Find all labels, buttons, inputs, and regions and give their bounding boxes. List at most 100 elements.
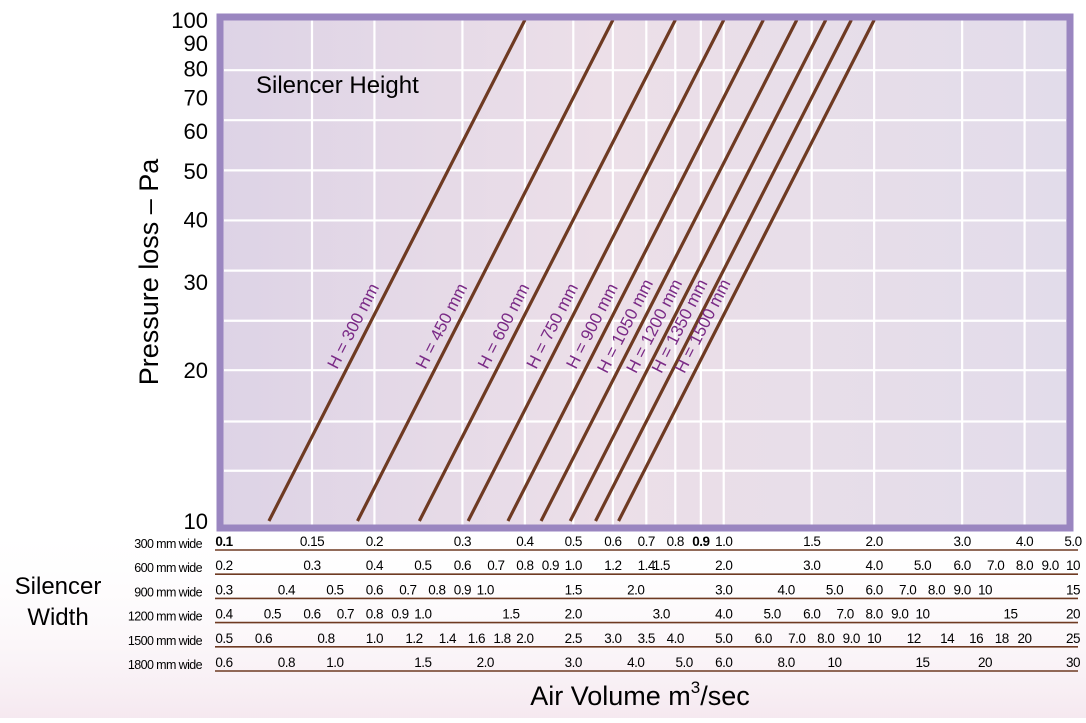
width-tick-label: 1.5 xyxy=(653,558,670,573)
y-tick-label: 20 xyxy=(184,358,208,383)
width-tick-label: 1.2 xyxy=(604,558,621,573)
width-tick-label: 0.9 xyxy=(542,558,559,573)
width-tick-label: 5.0 xyxy=(676,655,693,670)
width-scale-label: 1200 mm wide xyxy=(128,610,203,624)
width-tick-label: 2.0 xyxy=(866,534,883,549)
width-tick-label: 5.0 xyxy=(764,607,781,622)
width-tick-label: 0.5 xyxy=(414,558,431,573)
width-tick-label: 14 xyxy=(940,631,955,646)
width-tick-label: 0.2 xyxy=(366,534,383,549)
width-tick-label: 0.6 xyxy=(255,631,272,646)
width-tick-label: 2.0 xyxy=(516,631,533,646)
width-tick-label: 0.3 xyxy=(303,558,320,573)
width-tick-label: 3.0 xyxy=(565,655,582,670)
width-tick-label: 0.3 xyxy=(454,534,471,549)
width-tick-label: 0.8 xyxy=(278,655,295,670)
width-tick-label: 10 xyxy=(828,655,842,670)
width-tick-label: 1.4 xyxy=(638,558,656,573)
width-tick-label: 1.0 xyxy=(715,534,732,549)
width-tick-label: 0.8 xyxy=(366,607,383,622)
width-tick-label: 0.9 xyxy=(454,582,471,597)
width-tick-label: 3.5 xyxy=(638,631,655,646)
height-line xyxy=(568,20,828,522)
width-tick-label: 0.8 xyxy=(317,631,334,646)
width-tick-label: 6.0 xyxy=(953,558,970,573)
width-tick-label: 8.0 xyxy=(866,607,883,622)
width-tick-label: 3.0 xyxy=(653,607,670,622)
width-tick-label: 1.4 xyxy=(439,631,457,646)
silencer-width-scales: 300 mm wide 0.1 0.15 0.2 0.3 0.4 0.5 0.6 0.7 0.8 0… xyxy=(128,534,1082,672)
width-tick-label: 7.0 xyxy=(899,582,916,597)
width-tick-label: 5.0 xyxy=(914,558,931,573)
width-tick-label: 9.0 xyxy=(1041,558,1058,573)
width-tick-label: 1.0 xyxy=(366,631,383,646)
width-tick-label: 0.5 xyxy=(264,607,281,622)
width-tick-label: 1.0 xyxy=(414,607,431,622)
width-tick-label: 0.7 xyxy=(399,582,416,597)
width-tick-label: 0.15 xyxy=(300,534,324,549)
y-tick-label: 40 xyxy=(184,207,208,232)
width-tick-label: 0.2 xyxy=(215,558,232,573)
y-tick-label: 30 xyxy=(184,270,208,295)
width-tick-label: 6.0 xyxy=(803,607,820,622)
plot-frame xyxy=(216,13,1074,532)
width-tick-label: 6.0 xyxy=(715,655,732,670)
width-tick-label: 6.0 xyxy=(866,582,883,597)
width-tick-label: 1.0 xyxy=(565,558,582,573)
width-tick-label: 1.0 xyxy=(477,582,494,597)
width-tick-label: 4.0 xyxy=(627,655,644,670)
y-tick-label: 80 xyxy=(184,57,208,82)
width-tick-label: 0.3 xyxy=(215,582,232,597)
plot-background xyxy=(220,17,1070,528)
width-tick-label: 2.0 xyxy=(477,655,494,670)
width-scale-label: 300 mm wide xyxy=(134,537,202,551)
width-tick-label: 3.0 xyxy=(604,631,621,646)
width-tick-label: 4.0 xyxy=(778,582,795,597)
width-tick-label: 4.0 xyxy=(866,558,883,573)
width-tick-label: 9.0 xyxy=(953,582,970,597)
width-tick-label: 0.1 xyxy=(215,534,233,549)
width-tick-label: 15 xyxy=(1066,582,1080,597)
width-tick-label: 12 xyxy=(907,631,921,646)
width-tick-label: 0.5 xyxy=(565,534,582,549)
width-tick-label: 0.5 xyxy=(326,582,343,597)
width-tick-label: 7.0 xyxy=(837,607,854,622)
width-tick-label: 10 xyxy=(916,607,930,622)
width-tick-label: 8.0 xyxy=(928,582,945,597)
width-tick-label: 1.5 xyxy=(414,655,431,670)
width-tick-label: 0.7 xyxy=(487,558,504,573)
width-tick-label: 0.6 xyxy=(215,655,232,670)
width-tick-label: 1.2 xyxy=(405,631,422,646)
width-tick-label: 10 xyxy=(978,582,992,597)
height-lines xyxy=(267,20,876,522)
width-tick-label: 2.0 xyxy=(565,607,582,622)
width-tick-label: 0.4 xyxy=(516,534,534,549)
width-scale-label: 900 mm wide xyxy=(134,585,202,599)
height-line xyxy=(539,20,799,522)
width-tick-label: 20 xyxy=(978,655,992,670)
width-tick-label: 6.0 xyxy=(755,631,772,646)
height-line xyxy=(356,20,615,522)
height-line xyxy=(617,20,876,522)
y-tick-label: 50 xyxy=(184,159,208,184)
height-line xyxy=(506,20,765,522)
grid-lines xyxy=(224,20,1066,525)
bottom-backdrop xyxy=(0,520,1086,718)
width-tick-label: 1.0 xyxy=(326,655,343,670)
width-tick-label: 1.5 xyxy=(803,534,820,549)
width-scale-label: 1800 mm wide xyxy=(128,658,203,672)
x-axis-label-main: Air Volume m xyxy=(530,681,691,711)
width-tick-label: 16 xyxy=(969,631,983,646)
width-tick-label: 0.4 xyxy=(215,607,233,622)
width-tick-label: 4.0 xyxy=(667,631,684,646)
width-tick-label: 0.7 xyxy=(638,534,655,549)
width-tick-label: 3.0 xyxy=(803,558,820,573)
y-tick-label: 90 xyxy=(184,31,208,56)
width-tick-label: 30 xyxy=(1066,655,1080,670)
width-tick-label: 10 xyxy=(1066,558,1080,573)
width-tick-label: 9.0 xyxy=(843,631,860,646)
width-tick-label: 0.9 xyxy=(692,534,709,549)
width-tick-label: 9.0 xyxy=(891,607,908,622)
y-tick-label: 60 xyxy=(184,119,208,144)
